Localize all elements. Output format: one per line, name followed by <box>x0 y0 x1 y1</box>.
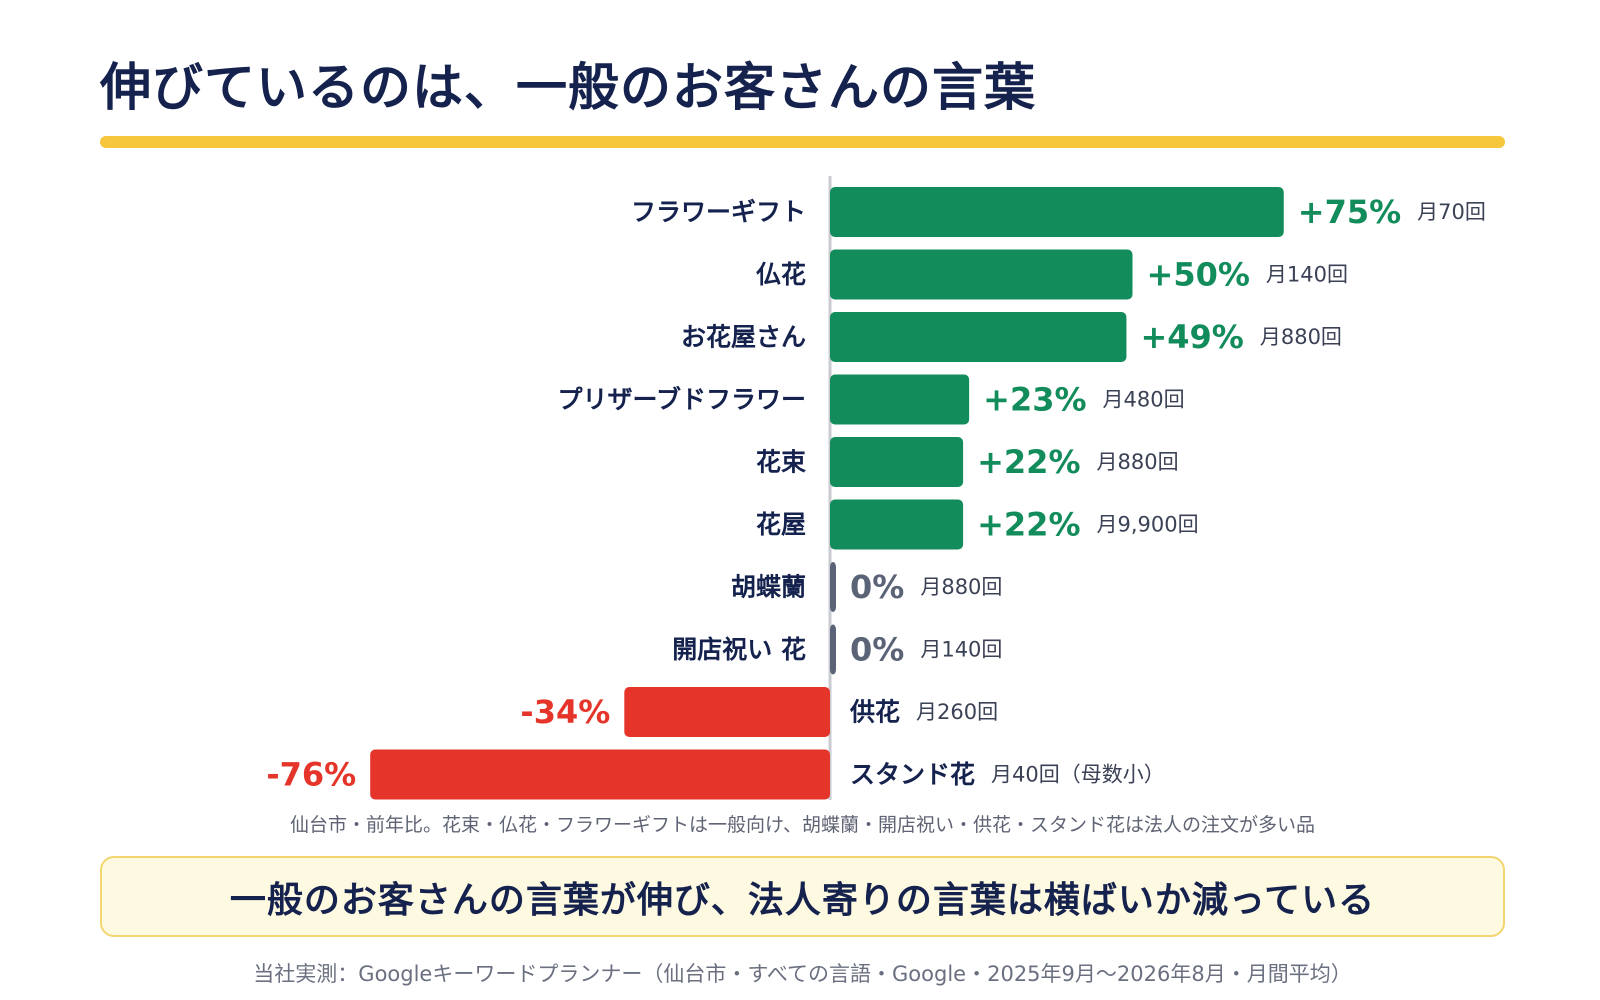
volume-label-0: 月70回 <box>1417 200 1486 224</box>
category-label-4: 花束 <box>756 448 807 477</box>
volume-label-5: 月9,900回 <box>1097 513 1199 537</box>
category-label-6: 胡蝶蘭 <box>731 573 806 602</box>
summary-callout-text: 一般のお客さんの言葉が伸び、法人寄りの言葉は横ばいか減っている <box>229 879 1376 921</box>
value-label-1: +50% <box>1147 256 1250 294</box>
summary-callout: 一般のお客さんの言葉が伸び、法人寄りの言葉は横ばいか減っている <box>100 856 1505 937</box>
bar-7 <box>830 624 836 675</box>
category-label-5: 花屋 <box>756 510 806 539</box>
volume-label-8: 月260回 <box>916 700 998 724</box>
volume-label-2: 月880回 <box>1260 325 1342 349</box>
category-label-8: 供花 <box>849 698 900 727</box>
value-label-5: +22% <box>977 506 1080 544</box>
category-label-7: 開店祝い 花 <box>672 635 806 664</box>
bar-9 <box>370 749 830 800</box>
page-title: 伸びているのは、一般のお客さんの言葉 <box>100 59 1037 118</box>
volume-label-4: 月880回 <box>1097 450 1179 474</box>
category-label-2: お花屋さん <box>681 323 806 352</box>
volume-label-3: 月480回 <box>1103 388 1185 412</box>
bar-3 <box>830 374 970 425</box>
value-label-4: +22% <box>977 443 1080 481</box>
category-label-3: プリザーブドフラワー <box>557 385 806 414</box>
title-underline <box>100 136 1505 148</box>
bar-5 <box>830 499 964 550</box>
category-label-0: フラワーギフト <box>631 198 806 227</box>
value-label-6: 0% <box>850 568 904 606</box>
volume-label-9: 月40回（母数小） <box>991 763 1165 787</box>
category-label-9: スタンド花 <box>850 760 975 789</box>
bar-0 <box>830 187 1284 237</box>
value-label-7: 0% <box>850 631 904 669</box>
value-label-2: +49% <box>1140 318 1243 356</box>
volume-label-1: 月140回 <box>1266 263 1348 287</box>
value-label-8: -34% <box>520 693 610 731</box>
volume-label-6: 月880回 <box>920 575 1002 599</box>
category-label-1: 仏花 <box>756 260 806 289</box>
source-note: 当社実測：Googleキーワードプランナー（仙台市・すべての言語・Google・… <box>253 962 1352 986</box>
bar-8 <box>624 687 830 737</box>
bar-1 <box>830 249 1133 300</box>
chart-note: 仙台市・前年比。花束・仏花・フラワーギフトは一般向け、胡蝶蘭・開店祝い・供花・ス… <box>289 814 1316 836</box>
value-label-9: -76% <box>266 756 356 794</box>
bar-6 <box>830 562 836 612</box>
bar-2 <box>830 312 1127 362</box>
value-label-0: +75% <box>1298 193 1401 231</box>
bar-4 <box>830 437 964 487</box>
volume-label-7: 月140回 <box>920 638 1002 662</box>
value-label-3: +23% <box>983 381 1086 419</box>
